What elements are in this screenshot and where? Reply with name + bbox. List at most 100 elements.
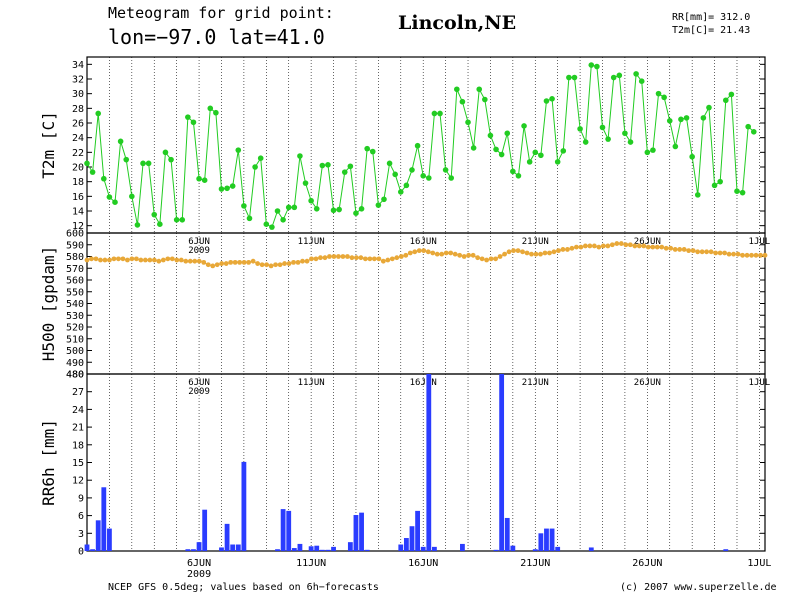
precip-bar [403, 538, 409, 551]
h500-point [713, 250, 719, 256]
h500-point [398, 254, 404, 259]
h500-point [663, 245, 669, 251]
h500-point [744, 252, 750, 258]
temperature-point [678, 116, 684, 123]
temperature-point [722, 97, 729, 104]
h500-point [223, 261, 229, 266]
h500-point [699, 249, 705, 255]
h500-point [596, 244, 602, 250]
precip-bar [101, 487, 107, 551]
h500-point [520, 249, 525, 255]
h500-point [515, 248, 521, 254]
h500-point [174, 257, 180, 263]
temperature-point [392, 171, 398, 178]
x-tick-label: 1JUL [749, 378, 771, 388]
temperature-point [717, 178, 723, 185]
h500-point [416, 248, 422, 254]
h500-point [502, 251, 507, 257]
h500-point [412, 249, 418, 255]
temperature-line [86, 64, 755, 228]
footer-copyright: (c) 2007 www.superzelle.de [620, 582, 777, 593]
h500-point [219, 261, 225, 266]
x-tick-label: 11JUN [298, 378, 325, 388]
h500-point [569, 245, 575, 251]
temperature-point [515, 173, 522, 179]
temperature-point [594, 63, 600, 70]
temperature-point [476, 86, 483, 93]
x-tick-label: 6JUN [188, 378, 210, 388]
precip-bar [499, 374, 505, 551]
h500-point [623, 242, 629, 248]
h500-point [762, 252, 768, 258]
precip-bar [420, 546, 426, 551]
temperature-point [577, 126, 583, 132]
y-tick-label: 3 [78, 529, 84, 540]
h500-point [259, 262, 265, 268]
y-tick-label: 24 [72, 133, 84, 144]
temperature-point [257, 155, 264, 161]
h500-point [273, 262, 278, 268]
x-tick-label: 21JUN [522, 378, 549, 388]
temperature-point [151, 211, 158, 218]
h500-point [210, 263, 216, 269]
precip-bar [280, 509, 286, 551]
temperature-point [543, 98, 550, 104]
h500-point [439, 251, 445, 257]
precip-bar [308, 546, 314, 551]
h500-point [291, 259, 296, 265]
h500-point [102, 257, 108, 263]
temperature-point [700, 115, 707, 121]
temperature-point [246, 215, 253, 222]
temperature-point [336, 206, 342, 213]
temperature-point [448, 175, 455, 181]
h500-point [129, 256, 135, 262]
h500-point [192, 258, 198, 264]
temperature-point [549, 96, 555, 102]
temperature-point [750, 129, 757, 135]
x-tick-label: 11JUN [298, 237, 325, 247]
h500-point [142, 257, 148, 263]
temperature-point [694, 192, 701, 198]
temperature-point [302, 180, 309, 186]
y-tick-label: 490 [66, 358, 84, 369]
temperature-point [420, 173, 426, 179]
temperature-point [95, 110, 102, 117]
t2m-current: T2m[C]= 21.43 [672, 25, 751, 36]
temperature-point [599, 124, 606, 131]
precip-bar [275, 549, 280, 551]
temperature-point [566, 74, 572, 81]
h500-point [470, 252, 476, 258]
h500-point [497, 254, 503, 259]
h500-point [457, 252, 463, 258]
h500-point [165, 256, 171, 262]
h500-point [461, 254, 467, 259]
h500-point [556, 248, 561, 254]
h500-point [282, 261, 287, 266]
y-tick-label: 16 [72, 192, 84, 203]
y-tick-label: 480 [66, 370, 84, 381]
h500-point [295, 259, 301, 265]
precip-bar [347, 542, 353, 551]
y-tick-label: 480 [66, 370, 84, 381]
h500-point [627, 242, 633, 248]
h500-point [717, 250, 723, 256]
h500-point [268, 263, 274, 269]
temperature-point [112, 199, 118, 205]
h500-point [614, 241, 620, 246]
precip-bar [415, 510, 420, 551]
precip-bar [353, 515, 359, 551]
h500-point [84, 257, 90, 263]
h500-point [574, 244, 579, 250]
h500-point [107, 257, 112, 263]
temperature-point [655, 90, 662, 97]
precip-bar [555, 546, 561, 551]
precip-bar [426, 374, 432, 551]
temperature-point [168, 156, 174, 163]
precip-bar [241, 461, 247, 551]
temperature-point [218, 186, 225, 192]
y-tick-label: 24 [72, 405, 84, 416]
h500-point [300, 258, 305, 264]
y-tick-label: 26 [72, 119, 84, 130]
precip-bar [359, 512, 364, 551]
h500-point [524, 250, 530, 256]
